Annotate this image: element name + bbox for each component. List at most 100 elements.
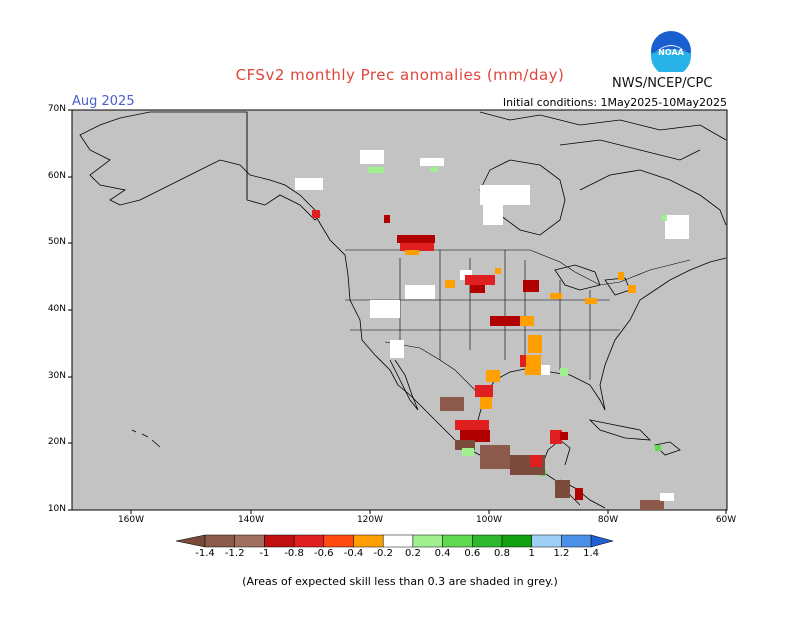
- anomaly-cell: [483, 205, 503, 225]
- anomaly-cell: [655, 445, 661, 451]
- colorbar-tick-label: -1: [259, 548, 270, 559]
- colorbar-tick-label: 0.8: [494, 548, 510, 559]
- anomaly-cell: [370, 300, 400, 318]
- anomaly-cell: [528, 335, 542, 353]
- anomaly-cell: [665, 215, 689, 239]
- colorbar-swatch: [293, 534, 325, 548]
- anomaly-cell: [480, 397, 492, 409]
- anomaly-cell: [575, 488, 583, 500]
- anomaly-cell: [486, 370, 500, 382]
- anomaly-cell: [440, 397, 464, 411]
- colorbar-tick-label: 1.4: [583, 548, 600, 559]
- colorbar-swatch: [472, 534, 503, 548]
- lon-label-80w: 80W: [597, 515, 619, 525]
- agency-label: NWS/NCEP/CPC: [612, 76, 713, 91]
- anomaly-cell: [550, 293, 562, 299]
- anomaly-cell: [660, 493, 674, 501]
- anomaly-cell: [455, 420, 489, 430]
- colorbar-swatch: [353, 534, 384, 548]
- anomaly-cell: [420, 158, 444, 166]
- lat-label-70n: 70N: [47, 104, 66, 114]
- anomaly-cell: [295, 178, 323, 190]
- colorbar-swatch: [234, 534, 265, 548]
- anomaly-cell: [555, 480, 570, 498]
- colorbar-swatch: [204, 534, 235, 548]
- colorbar-tick-label: 1: [528, 548, 535, 559]
- anomaly-cell: [368, 167, 384, 173]
- anomaly-cell: [628, 285, 636, 293]
- anomaly-cell: [397, 235, 435, 243]
- lat-label-20n: 20N: [47, 437, 66, 447]
- anomaly-cell: [455, 440, 475, 450]
- map-title: CFSv2 monthly Prec anomalies (mm/day): [235, 66, 565, 84]
- anomaly-cell: [480, 185, 530, 205]
- lat-ticks: [68, 109, 72, 511]
- anomaly-cell: [560, 368, 568, 376]
- lon-label-160w: 160W: [117, 515, 145, 525]
- anomaly-cell: [312, 210, 320, 218]
- colorbar-arrow-right: [590, 534, 615, 548]
- lat-label-60n: 60N: [47, 171, 66, 181]
- anomaly-cell: [523, 280, 539, 292]
- colorbar-tick-label: 0.2: [404, 548, 421, 559]
- footnote: (Areas of expected skill less than 0.3 a…: [242, 575, 558, 588]
- anomaly-cell: [462, 448, 474, 456]
- colorbar-tick-label: 0.4: [434, 548, 451, 559]
- anomaly-cell: [360, 150, 384, 164]
- anomaly-cell: [550, 430, 562, 444]
- anomaly-cell: [560, 432, 568, 440]
- anomaly-cell: [662, 215, 667, 221]
- anomaly-cell: [585, 298, 597, 304]
- lat-label-30n: 30N: [47, 371, 66, 381]
- lon-label-120w: 120W: [356, 515, 384, 525]
- noaa-logo-text: NOAA: [658, 48, 684, 57]
- anomaly-cell: [618, 272, 624, 280]
- anomaly-cell: [475, 385, 493, 397]
- colorbar-swatch: [382, 534, 414, 548]
- colorbar-tick-label: 0.6: [464, 548, 481, 559]
- colorbar-tick-label: -0.6: [314, 548, 334, 559]
- colorbar-swatch: [323, 534, 354, 548]
- colorbar-tick-label: -0.4: [343, 548, 364, 559]
- colorbar-swatch: [442, 534, 473, 548]
- anomaly-cell: [470, 285, 485, 293]
- colorbar: [175, 534, 615, 548]
- colorbar-tick-label: -0.8: [284, 548, 304, 559]
- colorbar-swatch: [561, 534, 592, 548]
- anomaly-cell: [405, 285, 435, 299]
- lon-label-60w: 60W: [715, 515, 737, 525]
- anomaly-cell: [520, 355, 526, 367]
- anomaly-cell: [530, 455, 542, 467]
- lon-label-100w: 100W: [475, 515, 503, 525]
- colorbar-swatch: [412, 534, 443, 548]
- anomaly-cell: [405, 250, 419, 255]
- anomaly-cell: [430, 167, 438, 172]
- colorbar-tick-label: 1.2: [553, 548, 570, 559]
- anomaly-cell: [520, 316, 534, 326]
- initial-conditions: Initial conditions: 1May2025-10May2025: [502, 96, 727, 109]
- colorbar-arrow-left: [175, 534, 206, 548]
- lon-label-140w: 140W: [237, 515, 265, 525]
- anomaly-cell: [640, 500, 664, 510]
- lat-label-10n: 10N: [47, 504, 66, 514]
- colorbar-swatch: [531, 534, 562, 548]
- anomaly-cell: [460, 430, 490, 442]
- anomaly-cell: [384, 215, 390, 223]
- coastlines: [79, 111, 727, 509]
- colorbar-swatch: [264, 534, 295, 548]
- lat-label-50n: 50N: [47, 237, 66, 247]
- forecast-month: Aug 2025: [72, 94, 135, 109]
- colorbar-tick-label: -1.4: [195, 548, 215, 559]
- anomaly-cell: [525, 355, 541, 375]
- anomaly-cell: [400, 243, 434, 251]
- colorbar-tick-label: -0.2: [373, 548, 393, 559]
- noaa-logo: NOAA: [650, 30, 692, 76]
- anomaly-cell: [490, 316, 534, 326]
- lat-label-40n: 40N: [47, 304, 66, 314]
- colorbar-swatch: [501, 534, 532, 548]
- anomaly-cell: [480, 445, 510, 469]
- lon-ticks: [130, 510, 727, 514]
- anomaly-cell: [465, 275, 495, 285]
- colorbar-tick-label: -1.2: [224, 548, 245, 559]
